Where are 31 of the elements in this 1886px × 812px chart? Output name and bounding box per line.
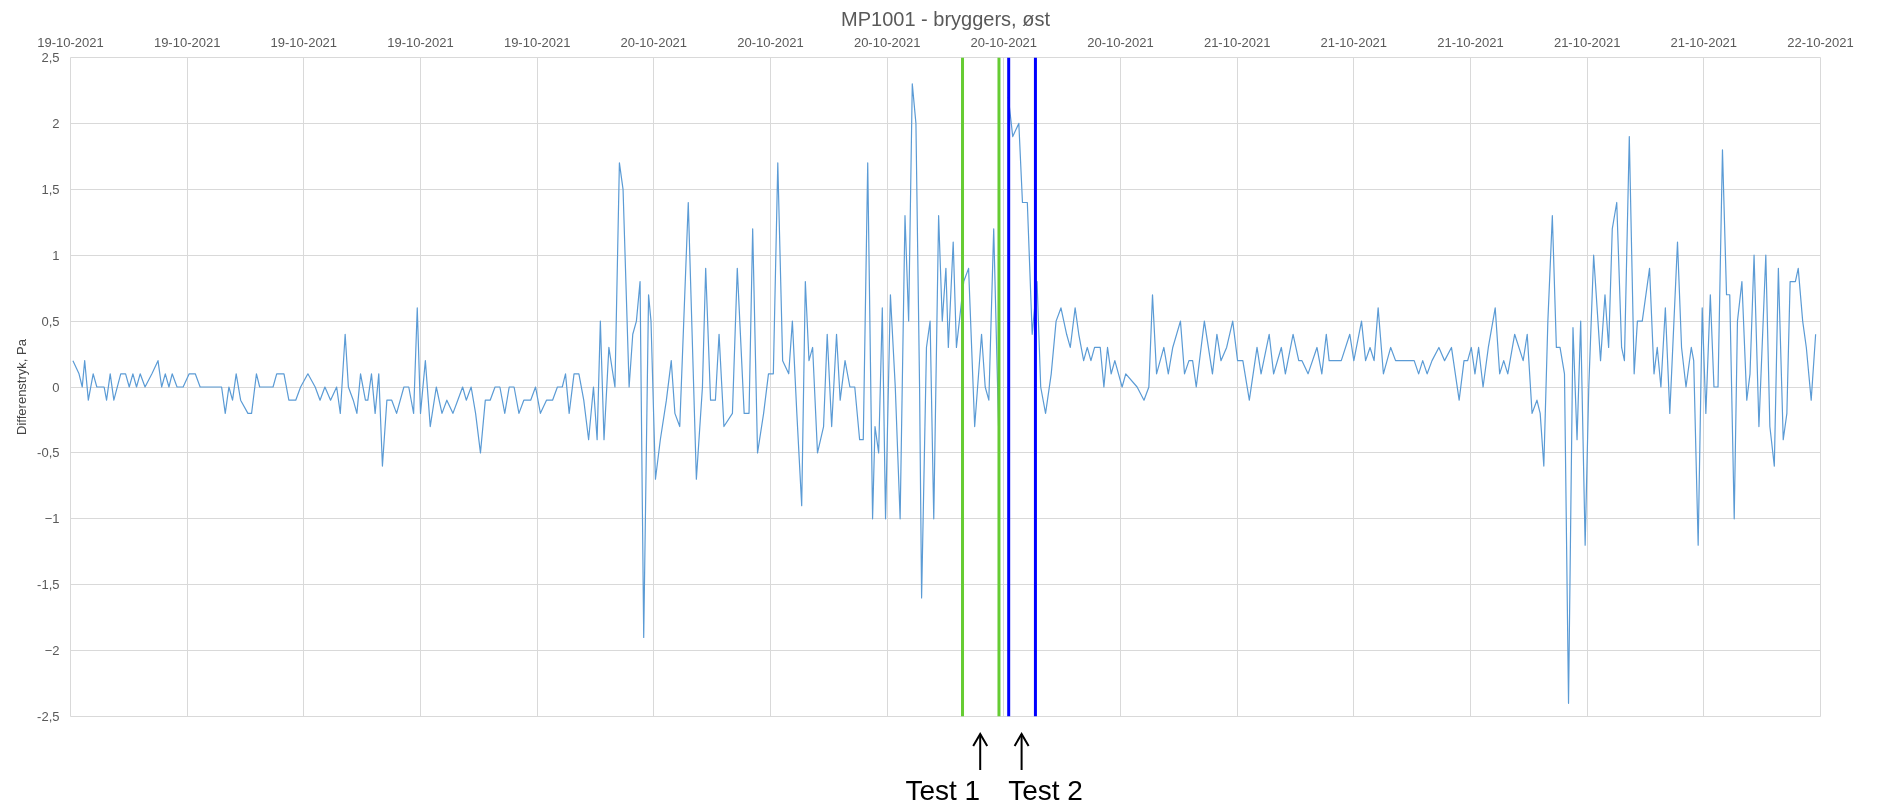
x-tick-label: 20-10-2021	[970, 34, 1038, 50]
x-tick-label: 20-10-2021	[737, 34, 804, 50]
y-tick-label: 2,5	[41, 50, 60, 65]
y-tick-label: -1,5	[37, 577, 60, 593]
x-tick-label: 20-10-2021	[1087, 34, 1154, 50]
x-tick-label: 19-10-2021	[270, 34, 338, 50]
chart-title: MP1001 - bryggers, øst	[841, 7, 1051, 30]
x-tick-label: 20-10-2021	[853, 34, 921, 50]
x-tick-label: 21-10-2021	[1203, 34, 1271, 50]
x-tick-label: 19-10-2021	[37, 34, 104, 50]
x-tick-label: 21-10-2021	[1553, 34, 1621, 50]
x-tick-label: 22-10-2021	[1787, 34, 1854, 50]
x-tick-label: 21-10-2021	[1437, 34, 1504, 50]
y-tick-label: −1	[44, 511, 60, 527]
x-tick-label: 19-10-2021	[503, 34, 571, 50]
y-axis-title: Differenstryk, Pa	[14, 338, 30, 435]
y-tick-label: 0	[52, 379, 60, 395]
text: Test 2	[1008, 775, 1083, 806]
x-tick-label: 21-10-2021	[1320, 34, 1388, 50]
x-tick-label: 19-10-2021	[153, 34, 221, 50]
y-tick-label: 1,5	[41, 181, 60, 197]
x-tick-label: 21-10-2021	[1670, 34, 1738, 50]
y-tick-label: −2	[44, 643, 60, 659]
y-tick-label: 2	[52, 115, 60, 131]
y-tick-label: 0,5	[41, 313, 60, 329]
x-tick-label: 20-10-2021	[620, 34, 688, 50]
y-tick-label: -2,5	[37, 709, 60, 724]
x-tick-label: 19-10-2021	[387, 34, 454, 50]
y-tick-label: -0,5	[37, 445, 60, 461]
text: Test 1	[905, 775, 981, 806]
y-tick-label: 1	[52, 247, 60, 263]
